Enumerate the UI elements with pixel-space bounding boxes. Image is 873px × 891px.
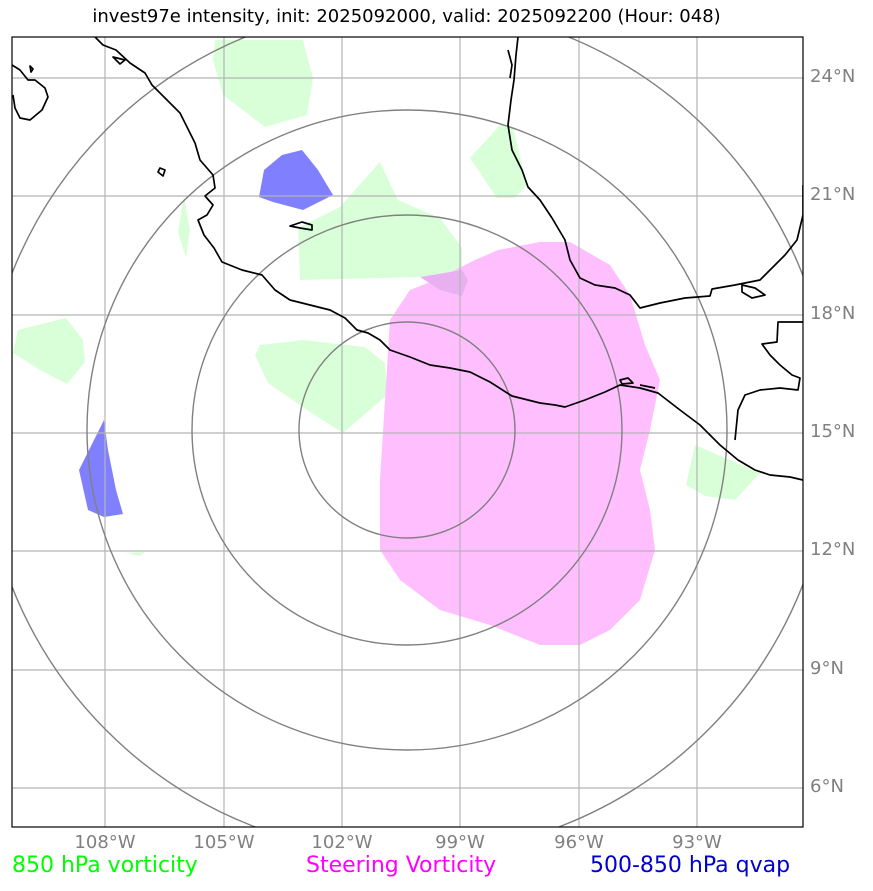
- lat-label-12n: 12°N: [810, 539, 856, 560]
- lon-label-102w: 102°W: [311, 832, 373, 853]
- lat-label-6n: 6°N: [810, 776, 844, 797]
- lon-label-96w: 96°W: [554, 832, 604, 853]
- legend-steering-vorticity: Steering Vorticity: [306, 853, 497, 878]
- lon-label-93w: 93°W: [672, 832, 722, 853]
- lat-label-15n: 15°N: [810, 421, 856, 442]
- gridlines: [12, 37, 803, 827]
- legend-850hpa-vorticity: 850 hPa vorticity: [12, 853, 198, 878]
- range-rings: [12, 37, 803, 827]
- coastlines: [12, 37, 803, 481]
- lat-label-18n: 18°N: [810, 303, 856, 324]
- plot-frame: [11, 36, 804, 828]
- vorticity-850-field: [13, 40, 760, 556]
- lon-label-99w: 99°W: [435, 832, 485, 853]
- legend-qvap: 500-850 hPa qvap: [590, 853, 791, 878]
- lat-label-24n: 24°N: [810, 66, 856, 87]
- lat-label-9n: 9°N: [810, 658, 844, 679]
- lon-label-108w: 108°W: [74, 832, 136, 853]
- steering-vorticity-field: [380, 242, 660, 645]
- lat-label-21n: 21°N: [810, 184, 856, 205]
- lon-label-105w: 105°W: [193, 832, 255, 853]
- map-title: invest97e intensity, init: 2025092000, v…: [92, 6, 721, 27]
- qvap-field: [79, 150, 333, 517]
